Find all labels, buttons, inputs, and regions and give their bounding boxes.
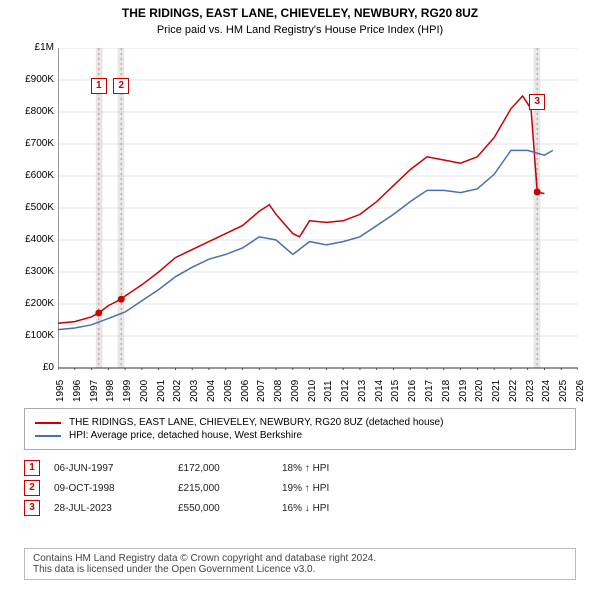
marker-label-1: 1 [91,78,107,94]
x-tick-label: 2014 [374,380,385,402]
note-delta: 19% ↑ HPI [282,483,329,494]
x-tick-label: 2015 [390,380,401,402]
x-tick-label: 2002 [172,380,183,402]
x-tick-label: 2010 [307,380,318,402]
footer-line: Contains HM Land Registry data © Crown c… [33,553,567,564]
x-tick-label: 2025 [558,380,569,402]
legend-row: HPI: Average price, detached house, West… [35,430,565,441]
x-tick-label: 1997 [89,380,100,402]
x-tick-label: 2024 [541,380,552,402]
note-row: 1 06-JUN-1997 £172,000 18% ↑ HPI [24,460,576,476]
x-tick-label: 2004 [206,380,217,402]
note-row: 2 09-OCT-1998 £215,000 19% ↑ HPI [24,480,576,496]
marker-label-2: 2 [113,78,129,94]
chart-title: THE RIDINGS, EAST LANE, CHIEVELEY, NEWBU… [0,6,600,20]
y-tick-label: £0 [10,362,54,373]
note-price: £550,000 [178,503,268,514]
chart-subtitle: Price paid vs. HM Land Registry's House … [0,24,600,36]
y-tick-label: £400K [10,234,54,245]
x-tick-label: 2007 [256,380,267,402]
transaction-notes: 1 06-JUN-1997 £172,000 18% ↑ HPI 2 09-OCT-199… [24,456,576,520]
x-tick-label: 2023 [525,380,536,402]
legend-swatch [35,435,61,437]
y-tick-label: £100K [10,330,54,341]
note-price: £215,000 [178,483,268,494]
attribution-footer: Contains HM Land Registry data © Crown c… [24,548,576,580]
y-tick-label: £800K [10,106,54,117]
x-tick-label: 1999 [122,380,133,402]
x-tick-label: 2017 [424,380,435,402]
x-tick-label: 2021 [491,380,502,402]
note-marker-2: 2 [24,480,40,496]
chart-svg [58,48,578,370]
x-tick-label: 2008 [273,380,284,402]
x-tick-label: 2020 [474,380,485,402]
x-tick-label: 2019 [458,380,469,402]
y-tick-label: £500K [10,202,54,213]
y-tick-label: £1M [10,42,54,53]
x-tick-label: 2022 [508,380,519,402]
x-tick-label: 1998 [105,380,116,402]
note-marker-3: 3 [24,500,40,516]
y-tick-label: £900K [10,74,54,85]
x-tick-label: 2011 [323,380,334,402]
note-delta: 18% ↑ HPI [282,463,329,474]
legend-row: THE RIDINGS, EAST LANE, CHIEVELEY, NEWBU… [35,417,565,428]
y-tick-label: £300K [10,266,54,277]
legend: THE RIDINGS, EAST LANE, CHIEVELEY, NEWBU… [24,408,576,450]
footer-line: This data is licensed under the Open Gov… [33,564,567,575]
x-tick-label: 2026 [575,380,586,402]
x-tick-label: 2012 [340,380,351,402]
x-tick-label: 2005 [223,380,234,402]
note-price: £172,000 [178,463,268,474]
x-tick-label: 2018 [441,380,452,402]
note-delta: 16% ↓ HPI [282,503,329,514]
y-tick-label: £600K [10,170,54,181]
note-row: 3 28-JUL-2023 £550,000 16% ↓ HPI [24,500,576,516]
x-tick-label: 2016 [407,380,418,402]
legend-label: HPI: Average price, detached house, West… [69,430,302,441]
x-tick-label: 2006 [240,380,251,402]
note-date: 28-JUL-2023 [54,503,164,514]
note-marker-1: 1 [24,460,40,476]
note-date: 06-JUN-1997 [54,463,164,474]
y-tick-label: £700K [10,138,54,149]
x-tick-label: 2009 [290,380,301,402]
x-tick-label: 2001 [156,380,167,402]
legend-label: THE RIDINGS, EAST LANE, CHIEVELEY, NEWBU… [69,417,443,428]
y-tick-label: £200K [10,298,54,309]
note-date: 09-OCT-1998 [54,483,164,494]
x-tick-label: 1995 [55,380,66,402]
x-tick-label: 2003 [189,380,200,402]
x-tick-label: 2000 [139,380,150,402]
marker-label-3: 3 [529,94,545,110]
legend-swatch [35,422,61,424]
x-tick-label: 2013 [357,380,368,402]
x-tick-label: 1996 [72,380,83,402]
chart-area: £0£100K£200K£300K£400K£500K£600K£700K£80… [58,48,578,408]
